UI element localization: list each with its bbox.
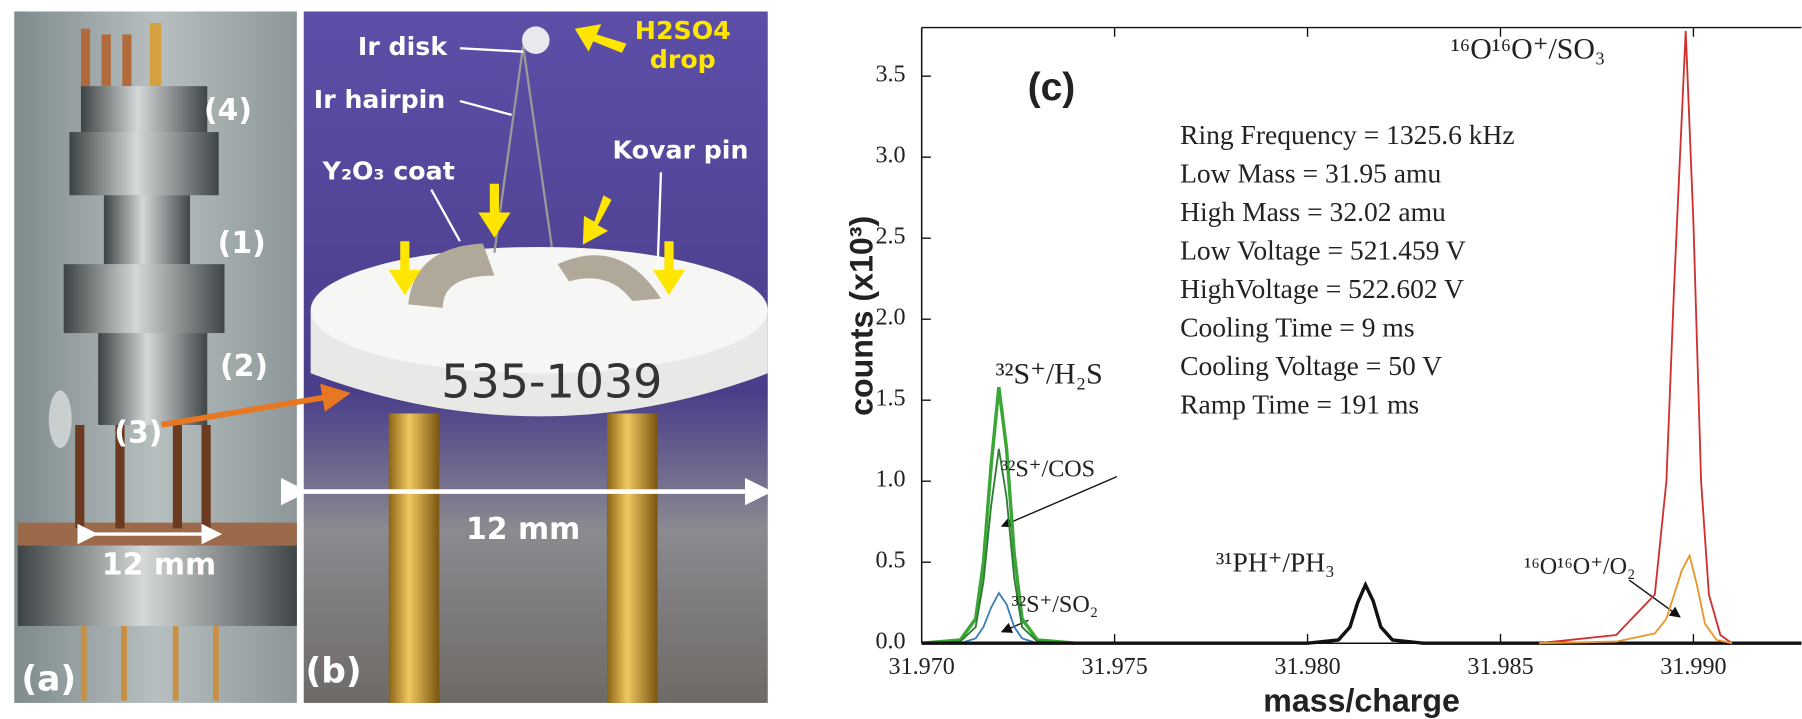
annotation-arrow (1002, 477, 1117, 526)
y-tick-label: 3.5 (875, 62, 905, 88)
part-label: Ir hairpin (314, 85, 445, 114)
parameter: Low Voltage = 521.459 V (1180, 235, 1466, 266)
parameter: Cooling Time = 9 ms (1180, 312, 1414, 343)
panel-tag: (a) (21, 660, 76, 700)
part-label: (1) (218, 226, 266, 261)
series-line (1539, 31, 1732, 643)
parameter: HighVoltage = 522.602 V (1180, 273, 1464, 304)
drop-label: H2SO4 (635, 16, 731, 45)
y-axis-label: counts (x10³) (844, 216, 880, 416)
series-label: ¹⁶O¹⁶O⁺/O₂ (1524, 554, 1635, 580)
parameter: Ramp Time = 191 ms (1180, 388, 1419, 419)
drop-label: drop (650, 45, 716, 74)
part-label: Ir disk (358, 32, 448, 61)
y-tick-label: 1.0 (875, 467, 905, 493)
parameter: High Mass = 32.02 amu (1180, 196, 1446, 227)
y-tick-label: 1.5 (875, 386, 905, 412)
x-tick-label: 31.990 (1660, 654, 1726, 680)
series-label: ³²S⁺/H₂S (996, 358, 1103, 391)
scale-label: 12 mm (102, 548, 216, 583)
series-label: ³¹PH⁺/PH₃ (1216, 546, 1335, 577)
series-label: ³²S⁺/COS (1001, 456, 1095, 482)
disk-text: 535-1039 (441, 354, 662, 408)
part-label: (2) (220, 349, 268, 384)
parameter: Low Mass = 31.95 amu (1180, 158, 1441, 189)
scale-label: 12 mm (466, 512, 580, 547)
y-tick-label: 2.0 (875, 305, 905, 331)
x-tick-label: 31.970 (889, 654, 955, 680)
panel-tag: (c) (1028, 66, 1076, 109)
y-tick-label: 0.0 (875, 629, 905, 655)
y-tick-label: 3.0 (875, 143, 905, 169)
figure: (4) (1) (2) (3) 12 mm (a) Ir disk Ir hai… (0, 0, 1802, 719)
series-label: ¹⁶O¹⁶O⁺/SO₃ (1451, 33, 1606, 66)
x-tick-label: 31.985 (1467, 654, 1533, 680)
part-label: Y₂O₃ coat (322, 156, 455, 185)
part-label: (4) (204, 93, 252, 128)
y-tick-label: 2.5 (875, 224, 905, 250)
series-label: ³²S⁺/SO₂ (1012, 592, 1099, 618)
part-label: (3) (114, 416, 162, 451)
panel-tag: (b) (306, 652, 362, 692)
parameter: Ring Frequency = 1325.6 kHz (1180, 119, 1515, 150)
x-tick-label: 31.980 (1274, 654, 1340, 680)
y-tick-label: 0.5 (875, 548, 905, 574)
part-label: Kovar pin (613, 136, 749, 165)
x-tick-label: 31.975 (1081, 654, 1147, 680)
x-axis-label: mass/charge (1263, 682, 1460, 718)
parameter: Cooling Voltage = 50 V (1180, 350, 1442, 381)
